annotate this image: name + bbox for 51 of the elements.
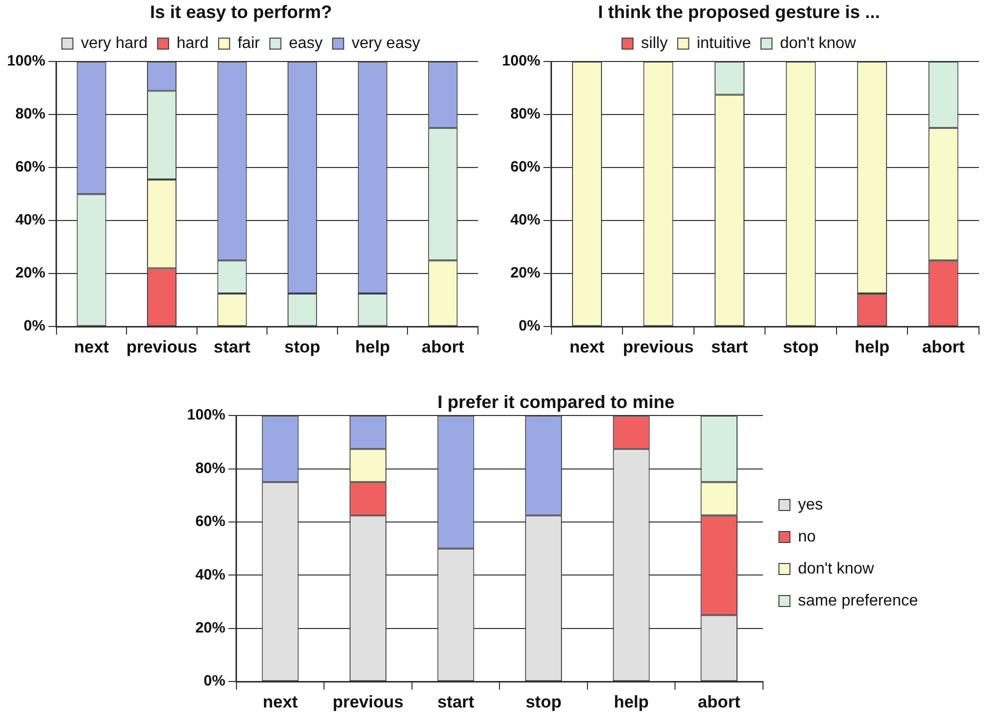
legend-label: intuitive [696, 35, 752, 52]
x-tick-label: start [711, 337, 748, 356]
y-tick-label: 80% [15, 106, 46, 123]
y-tick-label: 0% [24, 318, 46, 335]
y-tick-label: 20% [15, 264, 46, 282]
y-tick-label: 40% [510, 212, 540, 229]
x-tick-label: help [854, 337, 890, 356]
y-tick-label: 60% [195, 513, 226, 530]
x-tick-label: previous [622, 337, 694, 356]
legend-label: yes [798, 496, 823, 514]
legend-label: same preference [798, 592, 918, 610]
y-tick-label: 80% [195, 460, 226, 477]
x-tick-label: next [74, 337, 110, 356]
x-tick-label: abort [422, 337, 464, 356]
y-tick-label: 100% [186, 406, 226, 424]
x-tick-label: previous [332, 692, 404, 712]
legend-label: don't know [780, 35, 856, 52]
y-tick-label: 40% [195, 566, 226, 584]
chart-title: I think the proposed gesture is ... [598, 2, 880, 22]
x-tick-label: stop [782, 337, 819, 356]
x-tick-label: abort [922, 337, 965, 356]
y-tick-label: 100% [502, 52, 540, 70]
x-tick-label: abort [698, 692, 741, 712]
legend-label: very hard [80, 35, 148, 52]
legend-label: no [798, 528, 816, 546]
legend-label: very easy [352, 35, 420, 52]
y-tick-label: 20% [510, 264, 540, 282]
y-tick-label: 100% [6, 52, 46, 70]
x-tick-label: previous [126, 337, 198, 356]
x-tick-label: stop [284, 337, 320, 356]
y-tick-label: 20% [195, 620, 226, 637]
legend-label: silly [641, 35, 668, 52]
y-tick-label: 0% [518, 318, 540, 335]
x-tick-label: stop [526, 692, 562, 712]
y-tick-label: 60% [510, 158, 540, 176]
y-tick-label: 60% [15, 158, 46, 176]
legend-label: don't know [798, 560, 874, 578]
y-tick-label: 0% [204, 672, 226, 690]
x-tick-label: help [355, 337, 390, 356]
legend-label: hard [176, 35, 209, 52]
y-tick-label: 80% [510, 106, 540, 123]
x-tick-label: help [614, 692, 649, 712]
x-tick-label: start [214, 337, 251, 356]
x-tick-label: start [437, 692, 475, 712]
x-tick-label: next [262, 692, 298, 712]
x-tick-label: next [570, 337, 605, 356]
chart-title: I prefer it compared to mine [437, 392, 675, 412]
legend-label: fair [238, 35, 261, 52]
y-tick-label: 40% [15, 212, 46, 229]
chart-title: Is it easy to perform? [150, 2, 332, 22]
legend-label: easy [288, 35, 323, 52]
